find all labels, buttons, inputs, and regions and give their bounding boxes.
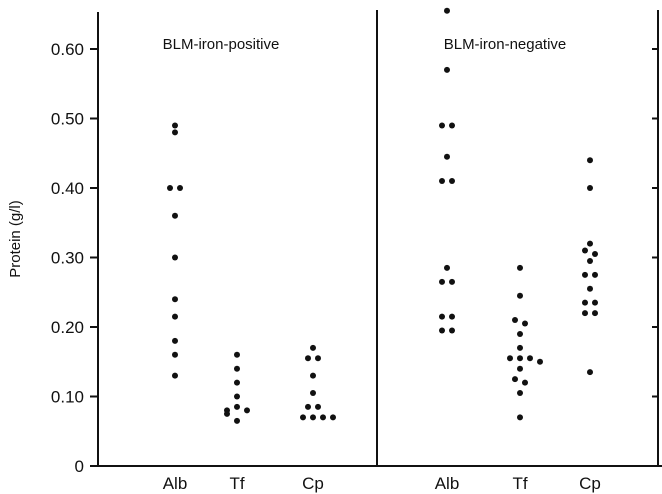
data-point [167,185,173,191]
y-tick-label: 0.10 [51,388,84,407]
category-label: Cp [302,474,324,493]
data-point [449,278,455,285]
data-point [439,122,445,129]
category-label: Tf [512,474,527,493]
data-point [172,296,178,303]
y-tick-label: 0.40 [51,179,84,198]
data-point [449,122,455,129]
data-point [234,403,240,410]
data-point [444,66,450,73]
category-label: Alb [435,474,460,493]
data-point [234,417,240,424]
data-point [592,299,598,306]
data-point [592,310,598,317]
data-point [439,278,445,285]
data-point [310,344,316,351]
y-tick-label: 0.30 [51,249,84,268]
data-point [517,365,523,372]
data-point [517,355,523,362]
data-point [587,157,593,164]
data-point [582,271,588,278]
data-point [592,271,598,278]
data-point [444,153,450,160]
data-point [310,414,316,421]
data-point [320,414,326,421]
data-point [172,372,178,379]
data-point [517,414,523,421]
data-point [234,365,240,372]
panel-titles: BLM-iron-positive BLM-iron-negative [163,36,567,53]
data-point [582,299,588,306]
data-point [582,247,588,254]
y-axis-title: Protein (g/l) [7,200,24,278]
category-labels: Alb Tf Cp Alb Tf Cp [163,474,601,493]
data-point [512,317,518,324]
data-point [517,344,523,351]
data-point [517,390,523,397]
data-point [330,414,336,421]
data-point [305,355,311,362]
data-point [172,351,178,358]
data-point [305,403,311,410]
right-ticks [652,48,658,398]
data-point [439,327,445,334]
category-label: Cp [579,474,601,493]
data-point [244,407,250,414]
data-point [444,7,450,14]
data-point [587,285,593,292]
data-point [587,369,593,376]
data-point [592,251,598,258]
data-point [517,292,523,299]
data-point [517,264,523,271]
data-point [234,351,240,358]
data-point [172,129,178,136]
panel-title: BLM-iron-negative [444,36,567,53]
data-point [310,390,316,397]
data-point [517,330,523,337]
data-point [582,310,588,317]
data-point [527,355,533,362]
data-point [522,379,528,386]
data-point [537,358,543,365]
data-point [172,337,178,344]
data-point [444,264,450,271]
data-point [172,122,178,129]
data-point [449,327,455,334]
data-point [439,178,445,185]
y-tick-label: 0 [75,457,84,476]
data-point [587,185,593,191]
data-point [310,372,316,379]
data-point [587,240,593,247]
data-points [167,7,598,424]
data-point [300,414,306,421]
data-point [172,254,178,261]
y-ticks: 0 0.10 0.20 0.30 0.40 0.50 0.60 [51,40,98,476]
data-point [224,410,230,417]
data-point [507,355,513,362]
data-point [315,355,321,362]
data-point [177,185,183,191]
y-tick-label: 0.60 [51,40,84,59]
panel-title: BLM-iron-positive [163,36,280,53]
data-point [172,212,178,219]
data-point [449,313,455,320]
data-point [512,376,518,383]
data-point [234,379,240,386]
data-point [315,403,321,410]
data-point [449,178,455,185]
category-label: Alb [163,474,188,493]
y-tick-label: 0.50 [51,110,84,129]
data-point [234,393,240,400]
category-label: Tf [229,474,244,493]
data-point [587,257,593,264]
data-point [439,313,445,320]
data-point [522,320,528,327]
data-point [172,313,178,320]
y-tick-label: 0.20 [51,318,84,337]
